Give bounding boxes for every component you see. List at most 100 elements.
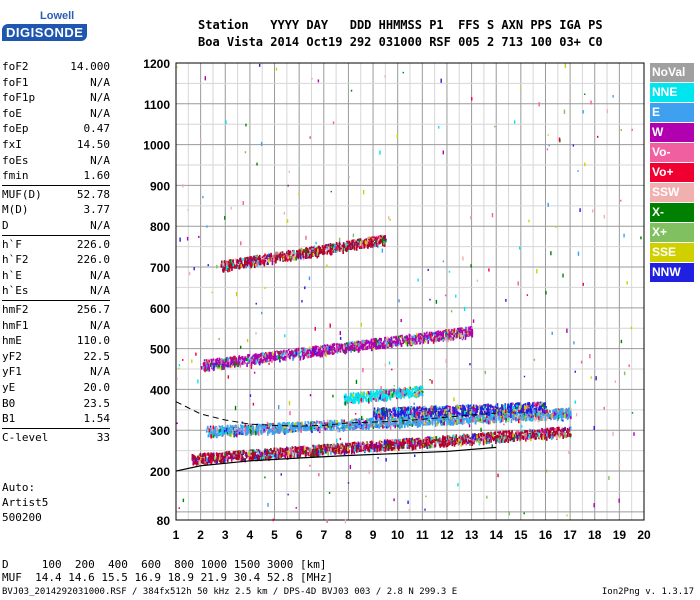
echo-point [544,414,547,418]
param-name: fxI [2,138,22,151]
echo-point [430,412,432,418]
echo-point [554,427,557,432]
echo-point [356,444,358,447]
echo-point [393,441,395,447]
echo-point [494,405,497,408]
echo-point [414,445,417,450]
echo-point [446,421,448,426]
echo-point [545,416,548,421]
echo-point [442,422,445,426]
echo-point [423,419,425,425]
echo-point [231,431,233,435]
echo-point [415,423,418,426]
echo-point [425,443,427,447]
echo-point [290,425,292,430]
echo-point [530,410,533,415]
echo-point [384,447,386,452]
echo-point [296,454,299,458]
echo-point [437,420,439,424]
echo-point [323,420,325,422]
echo-point [441,418,443,422]
header-labels: Station YYYY DAY DDD HHMMSS P1 FFS S AXN… [198,18,603,32]
echo-point [394,413,397,417]
echo-point [499,434,502,437]
echo-point [329,426,331,431]
echo-point [388,395,391,400]
echo-point [380,421,382,427]
echo-point [264,430,266,433]
echo-point [213,455,215,458]
param-name: foF2 [2,60,29,73]
echo-point [198,453,201,457]
echo-point [485,415,488,418]
echo-point [535,404,538,408]
echo-point [395,407,398,411]
echo-point [216,456,218,460]
echo-point [430,437,432,441]
logo-text-lowell: Lowell [40,10,75,22]
echo-point [469,437,471,440]
x-tick-label: 20 [637,528,651,542]
echo-point [303,427,306,431]
echo-point [452,440,455,443]
echo-point [200,460,202,464]
echo-point [554,432,557,436]
echo-point [428,408,430,411]
echo-point [373,407,376,411]
param-value: N/A [90,91,110,105]
echo-point [408,395,411,398]
param-row: D N/A [2,218,110,234]
echo-point [419,440,421,443]
echo-point [503,431,505,436]
echo-point [391,413,394,417]
echo-point [203,452,206,457]
echo-point [241,450,243,454]
echo-point [550,435,553,440]
echo-point [568,415,571,418]
echo-point [254,452,257,457]
echo-point [222,455,224,459]
echo-point [309,423,312,427]
echo-point [370,440,373,444]
echo-point [512,405,514,410]
echo-point [383,389,385,393]
echo-point [263,425,265,429]
echo-point [231,426,234,430]
echo-point [479,414,481,419]
echo-point [417,407,420,410]
echo-point [536,410,539,415]
echo-point [416,437,418,441]
echo-point [287,425,289,428]
echo-point [439,443,442,448]
echo-point [283,452,285,458]
echo-point [379,424,381,426]
param-name: foEs [2,153,29,167]
echo-point [327,419,329,423]
x-tick-label: 16 [539,528,553,542]
echo-point [377,412,380,417]
echo-point [350,446,353,451]
echo-point [415,391,418,397]
echo-point [409,421,412,425]
echo-point [225,430,227,435]
echo-point [372,393,374,397]
echo-point [520,404,522,408]
echo-point [485,403,487,407]
echo-point [321,444,324,447]
echo-point [457,411,460,415]
echo-point [522,410,524,413]
echo-point [494,414,496,417]
echo-point [535,402,538,405]
echo-point [467,420,470,424]
echo-point [498,439,501,444]
echo-point [312,448,314,452]
echo-point [504,432,507,435]
echo-point [247,426,249,429]
echo-point [219,459,222,463]
echo-point [377,409,380,414]
echo-point [519,432,521,437]
echo-point [313,425,316,429]
echo-point [213,430,216,433]
echo-point [558,409,561,414]
echo-point [341,421,344,424]
